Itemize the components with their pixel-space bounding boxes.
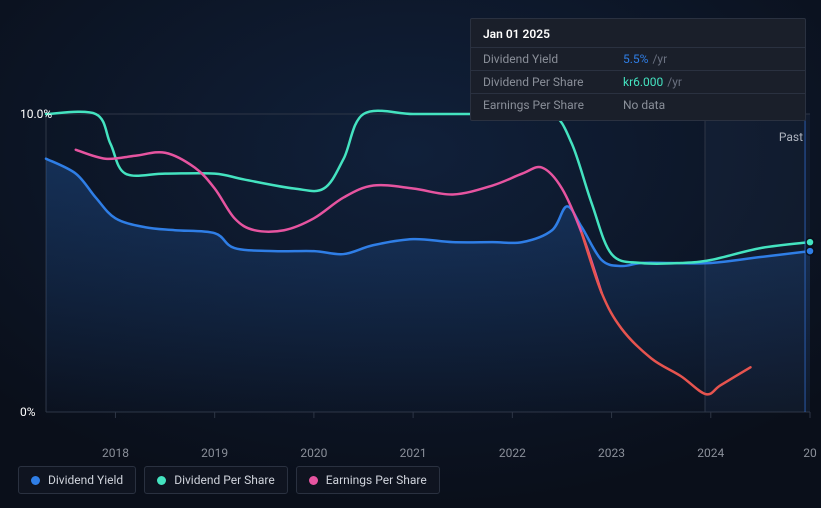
- tooltip-label: Earnings Per Share: [483, 98, 623, 112]
- past-label: Past: [779, 130, 803, 144]
- x-axis-label: 20: [803, 446, 817, 460]
- x-axis-label: 2024: [697, 446, 724, 460]
- x-axis-label: 2021: [400, 446, 427, 460]
- chart-legend: Dividend Yield Dividend Per Share Earnin…: [18, 466, 440, 494]
- x-axis-label: 2022: [499, 446, 526, 460]
- legend-item-dividend-yield[interactable]: Dividend Yield: [18, 466, 136, 494]
- tooltip-value: No data: [623, 98, 665, 112]
- y-axis-label: 10.0%: [20, 107, 52, 121]
- tooltip-row-earnings-per-share: Earnings Per Share No data: [471, 94, 805, 120]
- tooltip-value: 5.5%: [623, 52, 648, 66]
- legend-item-dividend-per-share[interactable]: Dividend Per Share: [144, 466, 288, 494]
- tooltip-label: Dividend Per Share: [483, 75, 623, 89]
- tooltip-row-dividend-yield: Dividend Yield 5.5% /yr: [471, 48, 805, 71]
- legend-label: Dividend Yield: [48, 473, 123, 487]
- x-axis-label: 2019: [201, 446, 228, 460]
- x-axis-label: 2023: [598, 446, 625, 460]
- tooltip-value: kr6.000: [623, 75, 663, 89]
- legend-swatch-icon: [309, 476, 318, 485]
- dividend-chart: 0% 10.0% 201820192020202120222023202420 …: [0, 0, 821, 508]
- tooltip-label: Dividend Yield: [483, 52, 623, 66]
- tooltip-title: Jan 01 2025: [471, 19, 805, 48]
- hover-tooltip: Jan 01 2025 Dividend Yield 5.5% /yr Divi…: [470, 18, 806, 121]
- tooltip-suffix: /yr: [667, 75, 682, 89]
- legend-swatch-icon: [157, 476, 166, 485]
- tooltip-row-dividend-per-share: Dividend Per Share kr6.000 /yr: [471, 71, 805, 94]
- legend-label: Earnings Per Share: [326, 473, 427, 487]
- x-axis-label: 2018: [102, 446, 129, 460]
- y-axis-label: 0%: [20, 405, 36, 419]
- legend-label: Dividend Per Share: [174, 473, 275, 487]
- legend-item-earnings-per-share[interactable]: Earnings Per Share: [296, 466, 440, 494]
- x-axis-label: 2020: [300, 446, 327, 460]
- tooltip-suffix: /yr: [652, 52, 667, 66]
- legend-swatch-icon: [31, 476, 40, 485]
